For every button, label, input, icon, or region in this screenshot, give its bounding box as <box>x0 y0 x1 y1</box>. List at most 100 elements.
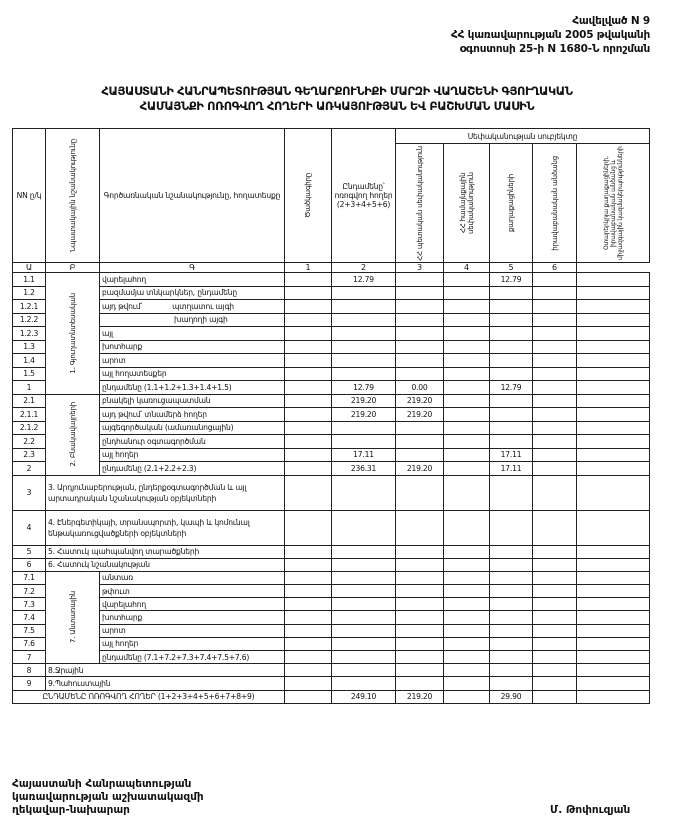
row-number: 4 <box>12 509 46 546</box>
cell-code <box>284 312 332 327</box>
cell-total <box>331 663 396 678</box>
cell-owner-5 <box>532 299 577 314</box>
cell-total <box>331 509 396 546</box>
column-letter: 2 <box>331 262 396 273</box>
row-name: 3. Արդյունաբերության, ընդերքօգտագործման … <box>45 474 285 511</box>
cell-owner-2 <box>395 447 444 462</box>
cell-owner-6 <box>575 474 651 511</box>
cell-owner-6 <box>575 312 651 327</box>
row-name: 4. Էներգետիկայի, տրանսպորտի, կապի և կոմո… <box>45 509 285 546</box>
cell-code <box>284 557 332 572</box>
row-name: 8.Ջրային <box>45 663 285 678</box>
cell-owner-2 <box>395 366 444 381</box>
cell-owner-4 <box>489 434 533 449</box>
cell-owner-4 <box>489 649 533 665</box>
row-number: 6 <box>12 557 46 572</box>
cell-owner-6 <box>575 299 651 314</box>
row-number: 5 <box>12 544 46 559</box>
table-row: 7.6 այլ հողեր <box>12 636 651 652</box>
cell-owner-6 <box>575 636 651 652</box>
cell-owner-3 <box>443 407 490 422</box>
cell-code <box>284 461 332 476</box>
row-name: բնակելի կառուցապատման <box>99 393 285 408</box>
row-name: 9.Պահուստային <box>45 676 285 691</box>
row-name: խոտհարք <box>99 610 285 625</box>
cell-total <box>331 676 396 691</box>
cell-owner-2 <box>395 610 444 625</box>
cell-owner-3 <box>443 312 490 327</box>
cell-owner-6 <box>575 393 651 408</box>
cell-code <box>284 299 332 314</box>
cell-owner-4 <box>489 597 533 612</box>
row-name: այդ թվում՝ պտղատու այգի <box>99 299 285 314</box>
cell-owner-2 <box>395 339 444 354</box>
row-number: 2.2 <box>12 434 46 449</box>
cell-total: 17.11 <box>331 447 396 462</box>
row-name: վարելահող <box>99 597 285 612</box>
row-name: այդ թվում՝ տնամերձ հողեր <box>99 407 285 422</box>
cell-owner-4 <box>489 570 533 586</box>
cell-owner-6 <box>575 447 651 462</box>
cell-owner-6 <box>575 380 651 395</box>
cell-owner-5 <box>532 272 577 287</box>
cell-owner-5 <box>532 434 577 449</box>
land-distribution-table: NN ը/կ Նպատակային նշանակությունը Գործառն… <box>12 128 651 704</box>
annex-reference: Հավելված N 9 ՀՀ կառավարության 2005 թվակա… <box>451 14 650 56</box>
cell-total <box>331 366 396 381</box>
row-subname: պտղատու այգի <box>172 301 234 311</box>
header-ownership-group: Սեփականության սուբյեկտը <box>394 128 651 144</box>
cell-owner-6 <box>575 676 651 691</box>
column-letter: Ա <box>12 262 46 273</box>
table-row: 7.2 թփուտ <box>12 584 651 599</box>
cell-total <box>331 544 396 559</box>
cell-owner-2 <box>395 272 444 287</box>
cell-owner-5 <box>532 649 577 665</box>
cell-owner-3 <box>443 623 490 638</box>
cell-owner-3 <box>443 272 490 287</box>
cell-owner-2: 219.20 <box>395 461 444 476</box>
cell-owner-4 <box>489 610 533 625</box>
cell-owner-2 <box>395 570 444 586</box>
cell-total <box>331 597 396 612</box>
row-number: 7.3 <box>12 597 46 612</box>
cell-owner-5 <box>532 570 577 586</box>
footer-line-1: Հայաստանի Հանրապետության <box>12 778 192 790</box>
footer-line-3: ղեկավար-նախարար <box>12 804 130 816</box>
table-row: 1.2.1 այդ թվում՝ պտղատու այգի <box>12 299 651 314</box>
annex-line-2: ՀՀ կառավարության 2005 թվականի <box>450 29 650 41</box>
row-number: 7 <box>12 649 46 665</box>
row-number: 1.2.1 <box>12 299 46 314</box>
header-c4: քաղաքացիների <box>489 143 533 263</box>
cell-owner-3 <box>443 326 490 341</box>
cell-owner-4 <box>489 474 533 511</box>
cell-code <box>284 420 332 435</box>
cell-owner-3 <box>443 353 490 368</box>
cell-code <box>284 339 332 354</box>
row-name: արոտ <box>99 623 285 638</box>
cell-code <box>284 689 332 704</box>
row-number: 1.1 <box>12 272 46 287</box>
cell-total <box>331 474 396 511</box>
cell-total <box>331 312 396 327</box>
cell-code <box>284 407 332 422</box>
cell-code <box>284 544 332 559</box>
cell-total <box>331 584 396 599</box>
cell-owner-5 <box>532 393 577 408</box>
cell-owner-3 <box>443 570 490 586</box>
cell-owner-4: 29.90 <box>489 689 533 704</box>
row-number: 7.5 <box>12 623 46 638</box>
cell-owner-4 <box>489 420 533 435</box>
row-name: այլ հողատեսքեր <box>99 366 285 381</box>
row-number: 2.3 <box>12 447 46 462</box>
cell-owner-5 <box>532 285 577 300</box>
cell-owner-6 <box>575 285 651 300</box>
row-number: 2.1.2 <box>12 420 46 435</box>
cell-owner-4 <box>489 312 533 327</box>
table-row: 7 ընդամենը (7.1+7.2+7.3+7.4+7.5+7.6) <box>12 649 651 665</box>
cell-owner-3 <box>443 544 490 559</box>
grand-total-row: ԸՆԴԱՄԵՆԸ ՈՌՈԳՎՈՂ ՀՈՂԵՐ (1+2+3+4+5+6+7+8+… <box>12 689 651 704</box>
table-row: 2.2 ընդհանուր օգտագործման <box>12 434 651 449</box>
cell-owner-2 <box>395 509 444 546</box>
table-row: 1.2.2 խաղողի այգի <box>12 312 651 327</box>
cell-owner-2: 219.20 <box>395 689 444 704</box>
